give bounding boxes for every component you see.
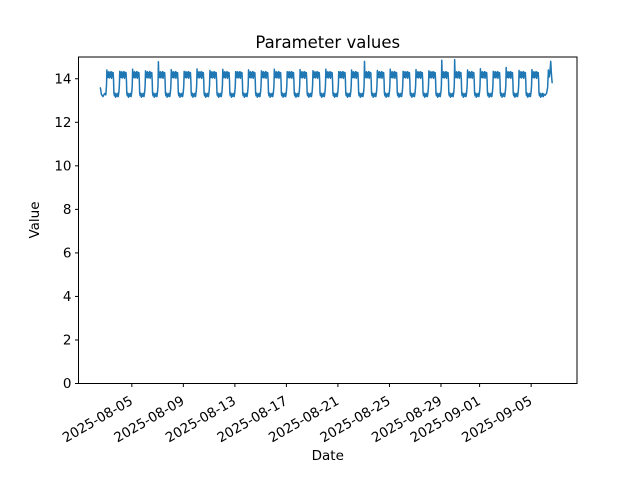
y-tick-label: 4 <box>63 289 72 305</box>
y-tick-label: 2 <box>63 333 72 349</box>
y-tick-label: 6 <box>63 246 72 262</box>
y-tick-label: 10 <box>54 158 71 174</box>
chart-title: Parameter values <box>255 33 400 52</box>
plot-area <box>78 56 578 384</box>
data-line <box>99 58 553 99</box>
y-tick-label: 8 <box>63 202 72 218</box>
x-axis-label: Date <box>312 448 344 464</box>
y-tick-label: 12 <box>54 115 71 131</box>
y-tick-label: 0 <box>63 376 72 392</box>
y-axis-ticks: 0 2 4 6 8 10 12 14 <box>54 71 79 392</box>
y-axis-label: Value <box>27 201 43 238</box>
y-tick-label: 14 <box>54 71 71 87</box>
